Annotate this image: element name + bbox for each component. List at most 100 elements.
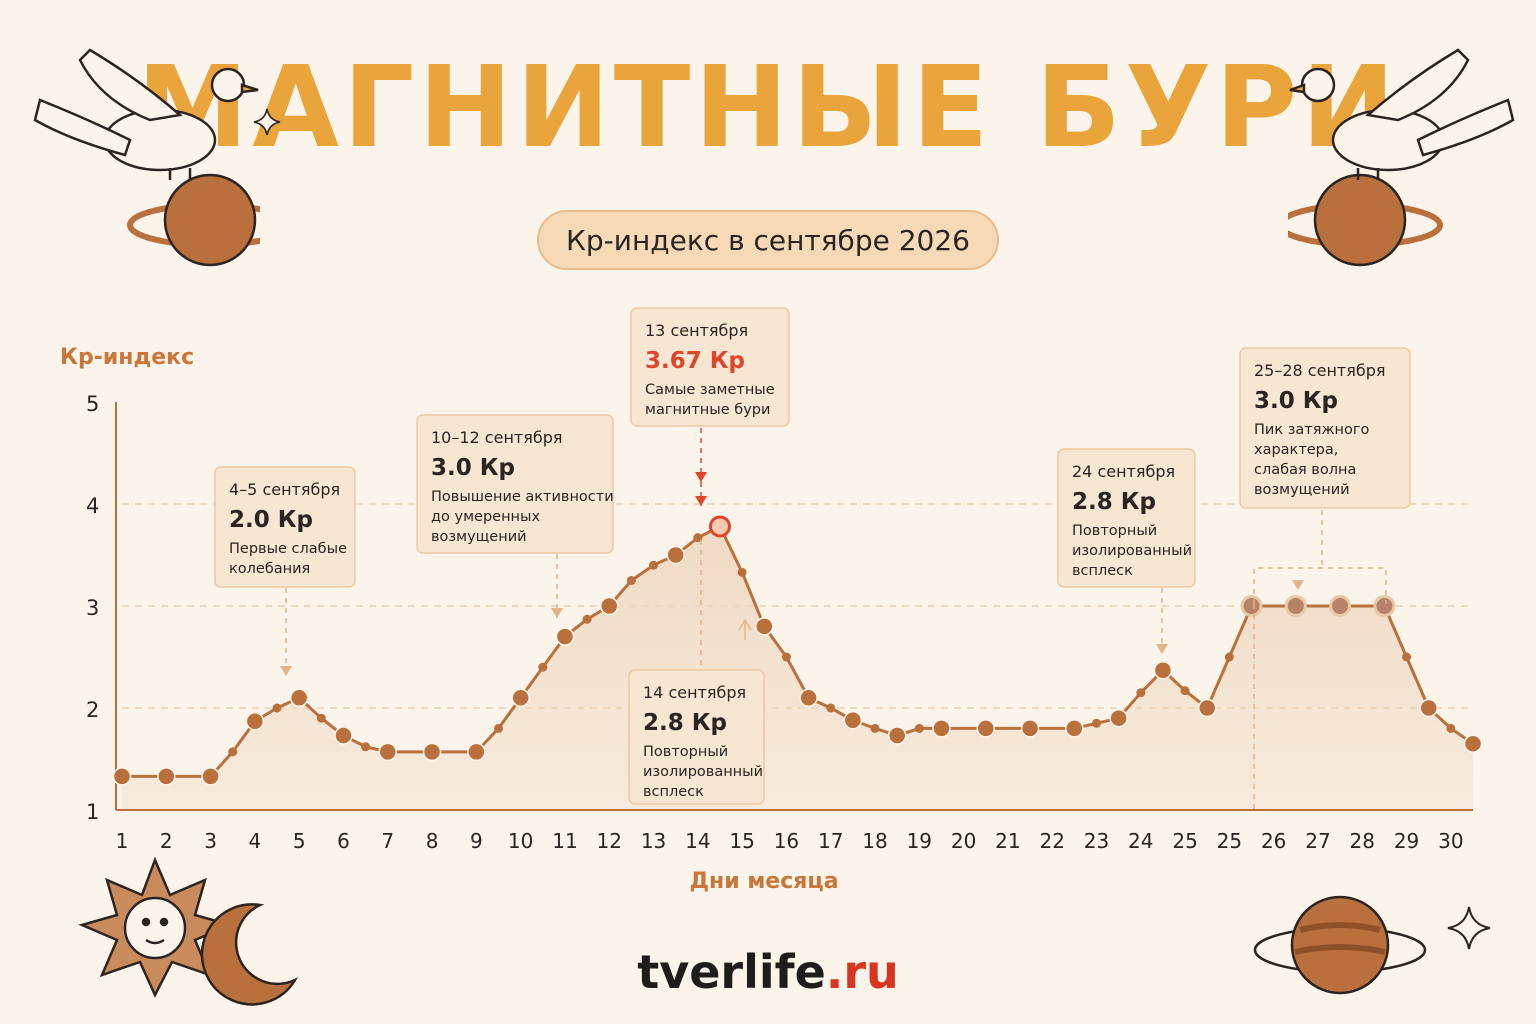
planet-icon bbox=[1253, 895, 1427, 995]
data-point bbox=[843, 710, 863, 730]
y-tick-label: 2 bbox=[86, 698, 99, 722]
data-point bbox=[1446, 723, 1456, 733]
moon-face-icon bbox=[200, 903, 299, 1006]
x-tick-label: 11 bbox=[552, 829, 577, 853]
callout-text: Пик затяжного bbox=[1254, 422, 1369, 438]
callout-text: слабая волна bbox=[1254, 462, 1356, 478]
data-point-plateau bbox=[1284, 595, 1307, 617]
data-point bbox=[245, 712, 265, 731]
data-point bbox=[737, 567, 747, 577]
callout-date: 10–12 сентября bbox=[431, 428, 563, 447]
data-point bbox=[1109, 708, 1128, 728]
brand-logo: tverlife.ru bbox=[0, 945, 1536, 999]
x-tick-label: 26 bbox=[1261, 829, 1286, 853]
series-area bbox=[122, 526, 1473, 810]
data-point bbox=[1224, 652, 1234, 662]
data-point bbox=[1463, 734, 1483, 753]
x-tick-label: 24 bbox=[1128, 829, 1153, 853]
callout-box bbox=[1057, 448, 1196, 588]
callout-value: 3.0 Кр bbox=[1254, 388, 1338, 414]
annotation-callout: 24 сентября 2.8 Кр Повторный изолированный в… bbox=[1057, 448, 1196, 588]
data-point bbox=[555, 627, 575, 646]
callout-date: 4–5 сентября bbox=[229, 480, 340, 499]
x-tick-label: 25 bbox=[1172, 829, 1197, 853]
series-line bbox=[122, 524, 1474, 778]
callout-text: возмущений bbox=[431, 529, 527, 545]
x-tick-label: 9 bbox=[470, 829, 483, 853]
annotation-bracket bbox=[1253, 567, 1387, 604]
data-point-plateau bbox=[1329, 595, 1352, 617]
callout-text: характера, bbox=[1254, 442, 1338, 458]
x-tick-label: 8 bbox=[426, 829, 439, 853]
x-tick-label: 21 bbox=[995, 829, 1020, 853]
x-tick-label: 19 bbox=[907, 829, 932, 853]
data-point bbox=[666, 545, 685, 565]
data-point-plateau bbox=[1373, 595, 1396, 617]
data-point bbox=[1091, 718, 1101, 728]
x-tick-label: 1 bbox=[116, 829, 129, 853]
callout-date: 25–28 сентября bbox=[1254, 361, 1386, 380]
y-tick-label: 3 bbox=[86, 596, 99, 620]
brand-name: tverlife bbox=[637, 945, 826, 999]
annotation-callout: 25–28 сентября 3.0 Кр Пик затяжного характе… bbox=[1239, 347, 1411, 509]
x-tick-label: 27 bbox=[1305, 829, 1330, 853]
data-point bbox=[1153, 661, 1173, 680]
data-point bbox=[112, 767, 132, 786]
data-point bbox=[494, 723, 504, 733]
data-point bbox=[538, 662, 548, 672]
x-tick-label: 16 bbox=[774, 829, 799, 853]
data-point bbox=[582, 614, 592, 624]
y-tick-label: 4 bbox=[86, 494, 99, 518]
callout-text: Повышение активности bbox=[431, 489, 614, 505]
data-point bbox=[1136, 688, 1146, 698]
x-tick-label: 5 bbox=[293, 829, 306, 853]
callout-box bbox=[416, 414, 614, 554]
callout-date: 13 сентября bbox=[645, 321, 748, 340]
data-point bbox=[1180, 686, 1190, 696]
data-point bbox=[649, 560, 659, 570]
data-point bbox=[932, 719, 951, 738]
callout-box bbox=[1239, 347, 1411, 509]
arrow-head bbox=[551, 608, 563, 618]
data-point bbox=[1419, 698, 1438, 718]
data-point bbox=[1197, 698, 1217, 718]
x-axis-title: Дни месяца bbox=[689, 869, 838, 894]
x-tick-label: 13 bbox=[641, 829, 666, 853]
subtitle-badge: Кр-индекс в сентябре 2026 bbox=[537, 210, 999, 270]
data-point bbox=[1065, 719, 1084, 738]
callout-value: 3.67 Кр bbox=[645, 348, 745, 374]
callout-value: 3.0 Кр bbox=[431, 455, 515, 481]
data-point bbox=[887, 726, 907, 745]
callout-text: до умеренных bbox=[431, 509, 540, 525]
x-tick-label: 7 bbox=[381, 829, 394, 853]
callout-text: магнитные бури bbox=[645, 402, 770, 418]
arrow-head bbox=[695, 496, 707, 506]
data-point bbox=[870, 723, 880, 733]
brand-tld: .ru bbox=[825, 945, 899, 999]
data-point bbox=[201, 767, 220, 786]
data-point-peak bbox=[708, 515, 731, 538]
data-point bbox=[755, 617, 774, 636]
callout-text: колебания bbox=[229, 561, 310, 577]
dove-on-planet-right bbox=[1288, 48, 1515, 267]
callout-text: Первые слабые bbox=[229, 541, 347, 557]
arrow-head bbox=[1292, 580, 1304, 590]
subtitle-text: Кр-индекс в сентябре 2026 bbox=[566, 223, 970, 257]
data-point bbox=[1020, 719, 1040, 738]
x-tick-label: 6 bbox=[337, 829, 350, 853]
callout-text: всплеск bbox=[1072, 563, 1133, 579]
arrow-head bbox=[1156, 644, 1168, 654]
data-point bbox=[799, 688, 818, 708]
data-point bbox=[511, 688, 530, 708]
data-point bbox=[467, 742, 486, 762]
data-point bbox=[422, 742, 442, 762]
x-tick-label: 14 bbox=[685, 829, 710, 853]
x-tick-label: 3 bbox=[204, 829, 217, 853]
data-point bbox=[781, 652, 791, 662]
callout-value: 2.8 Кр bbox=[643, 710, 727, 736]
x-tick-label: 18 bbox=[862, 829, 887, 853]
arrow-head bbox=[738, 618, 752, 640]
callout-text: всплеск bbox=[643, 784, 704, 800]
callout-text: Повторный bbox=[1072, 523, 1157, 539]
